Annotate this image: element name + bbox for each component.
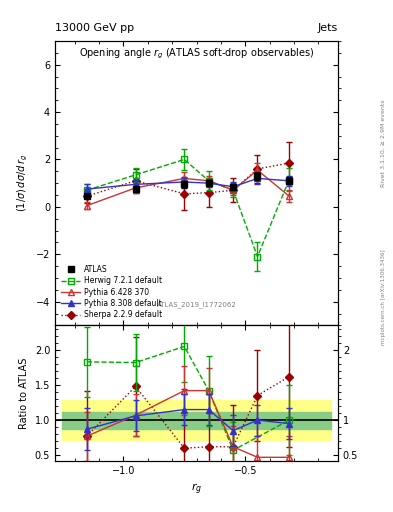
Text: Rivet 3.1.10, ≥ 2.9M events: Rivet 3.1.10, ≥ 2.9M events [381,99,386,187]
Text: Jets: Jets [318,23,338,33]
Text: Opening angle $r_g$ (ATLAS soft-drop observables): Opening angle $r_g$ (ATLAS soft-drop obs… [79,47,314,61]
Legend: ATLAS, Herwig 7.2.1 default, Pythia 6.428 370, Pythia 8.308 default, Sherpa 2.2.: ATLAS, Herwig 7.2.1 default, Pythia 6.42… [59,263,165,322]
Y-axis label: $(1/\sigma)\,d\sigma/d\,r_g$: $(1/\sigma)\,d\sigma/d\,r_g$ [16,154,30,212]
X-axis label: $r_g$: $r_g$ [191,481,202,497]
Text: ATLAS_2019_I1772062: ATLAS_2019_I1772062 [157,302,236,308]
Text: mcplots.cern.ch [arXiv:1306.3436]: mcplots.cern.ch [arXiv:1306.3436] [381,249,386,345]
Text: 13000 GeV pp: 13000 GeV pp [55,23,134,33]
Y-axis label: Ratio to ATLAS: Ratio to ATLAS [19,357,29,429]
